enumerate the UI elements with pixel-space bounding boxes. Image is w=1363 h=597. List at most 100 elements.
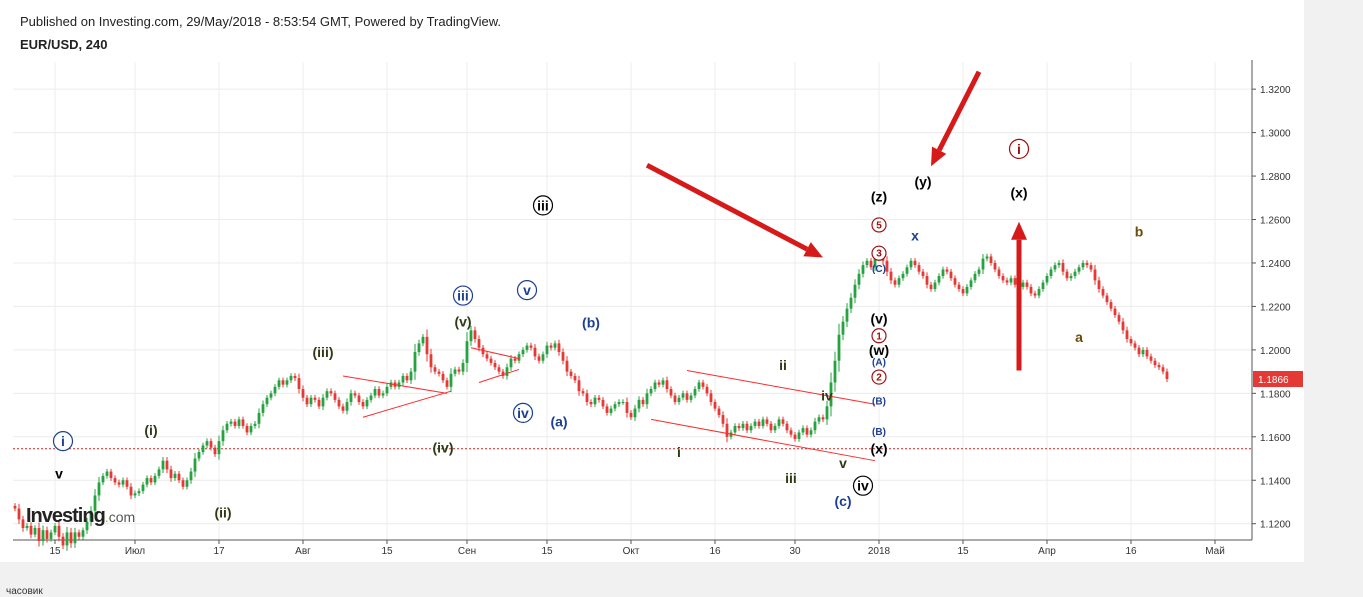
candle-body bbox=[889, 271, 893, 281]
candle-body bbox=[237, 419, 241, 426]
y-tick-label: 1.2800 bbox=[1260, 172, 1291, 183]
wave-label: 5 bbox=[876, 220, 882, 231]
candle-body bbox=[217, 441, 221, 455]
wave-label: b bbox=[1135, 223, 1144, 239]
candle-body bbox=[1029, 286, 1033, 294]
wave-label: 1 bbox=[876, 331, 882, 342]
candle-body bbox=[985, 256, 989, 259]
candle-body bbox=[1033, 293, 1037, 296]
candle-body bbox=[921, 271, 925, 277]
candle-body bbox=[569, 371, 573, 376]
wave-label-circle bbox=[871, 245, 887, 261]
candle-body bbox=[1149, 356, 1153, 361]
y-tick-label: 1.3000 bbox=[1260, 129, 1291, 140]
candle-body bbox=[497, 367, 501, 372]
wave-label: (a) bbox=[550, 413, 567, 429]
candle-body bbox=[949, 271, 953, 279]
candle-body bbox=[553, 343, 557, 348]
candle-body bbox=[941, 269, 945, 277]
bottom-margin bbox=[0, 562, 1363, 597]
red-arrow-shaft bbox=[936, 70, 982, 152]
candle-body bbox=[769, 423, 773, 431]
candle-body bbox=[697, 382, 701, 389]
candle-body bbox=[649, 388, 653, 394]
candle-body bbox=[813, 421, 817, 431]
candle-body bbox=[89, 510, 93, 522]
candle-body bbox=[473, 330, 477, 340]
candle-body bbox=[433, 367, 437, 372]
candle-body bbox=[325, 391, 329, 398]
wave-label: a bbox=[1075, 329, 1083, 345]
candle-body bbox=[341, 406, 345, 411]
candle-body bbox=[1125, 330, 1129, 340]
candle-body bbox=[209, 441, 213, 448]
red-arrow-head bbox=[931, 146, 947, 167]
candle-body bbox=[661, 380, 665, 385]
candle-body bbox=[145, 478, 149, 485]
candle-body bbox=[113, 478, 117, 483]
candle-body bbox=[977, 269, 981, 274]
candle-body bbox=[513, 358, 517, 361]
candle-body bbox=[1025, 282, 1029, 287]
candle-body bbox=[1089, 265, 1093, 270]
wave-label-circle bbox=[452, 285, 474, 306]
candle-body bbox=[1037, 289, 1041, 296]
candle-body bbox=[349, 393, 353, 403]
candle-body bbox=[1157, 365, 1161, 368]
candle-body bbox=[269, 393, 273, 398]
price-chart[interactable]: 1.1200 1.1400 1.1600 1.1800 1.2000 1.2200 1.24… bbox=[0, 0, 1304, 562]
candle-body bbox=[233, 421, 237, 426]
candle-body bbox=[521, 349, 525, 355]
candle-body bbox=[65, 532, 69, 546]
y-tick-label: 1.1800 bbox=[1260, 389, 1291, 400]
y-tick-label: 1.2600 bbox=[1260, 216, 1291, 227]
candle-body bbox=[385, 386, 389, 394]
candle-body bbox=[933, 282, 937, 290]
candle-body bbox=[537, 356, 541, 361]
candle-body bbox=[705, 386, 709, 394]
candle-body bbox=[645, 393, 649, 405]
candle-body bbox=[1137, 347, 1141, 355]
candle-body bbox=[573, 375, 577, 381]
candle-body bbox=[869, 260, 873, 268]
candle-body bbox=[841, 321, 845, 335]
candle-body bbox=[305, 397, 309, 405]
candle-body bbox=[281, 380, 285, 385]
candle-body bbox=[809, 430, 813, 435]
wave-label-circle bbox=[532, 195, 554, 216]
candle-body bbox=[265, 397, 269, 405]
candle-body bbox=[125, 480, 129, 487]
wave-label: (x) bbox=[870, 441, 887, 457]
candle-body bbox=[1105, 295, 1109, 303]
x-tick-label: Апр bbox=[1038, 546, 1056, 557]
candle-body bbox=[1085, 262, 1089, 266]
wave-label: iv bbox=[857, 478, 869, 494]
candle-body bbox=[417, 343, 421, 353]
candle-body bbox=[69, 532, 73, 544]
candle-body bbox=[873, 258, 877, 268]
candle-body bbox=[1069, 276, 1073, 279]
candle-body bbox=[389, 382, 393, 387]
candle-body bbox=[309, 397, 313, 405]
candle-body bbox=[721, 415, 725, 424]
candle-body bbox=[717, 408, 721, 416]
candle-body bbox=[421, 336, 425, 344]
candle-body bbox=[765, 419, 769, 424]
wave-label: v bbox=[839, 455, 847, 471]
candle-body bbox=[969, 280, 973, 287]
candle-body bbox=[593, 397, 597, 405]
wave-label-circle bbox=[516, 280, 538, 301]
candle-body bbox=[741, 423, 745, 429]
candle-body bbox=[345, 402, 349, 411]
wave-label-circle bbox=[871, 328, 887, 344]
candle-body bbox=[229, 421, 233, 424]
candle-body bbox=[973, 273, 977, 281]
chart-panel bbox=[0, 0, 1304, 562]
candle-body bbox=[533, 347, 537, 357]
candle-body bbox=[821, 417, 825, 420]
y-tick-label: 1.2400 bbox=[1260, 259, 1291, 270]
wave-label: iv bbox=[821, 387, 833, 403]
y-tick-label: 1.1200 bbox=[1260, 520, 1291, 531]
candle-body bbox=[621, 402, 625, 404]
wave-label: (B) bbox=[872, 396, 886, 407]
